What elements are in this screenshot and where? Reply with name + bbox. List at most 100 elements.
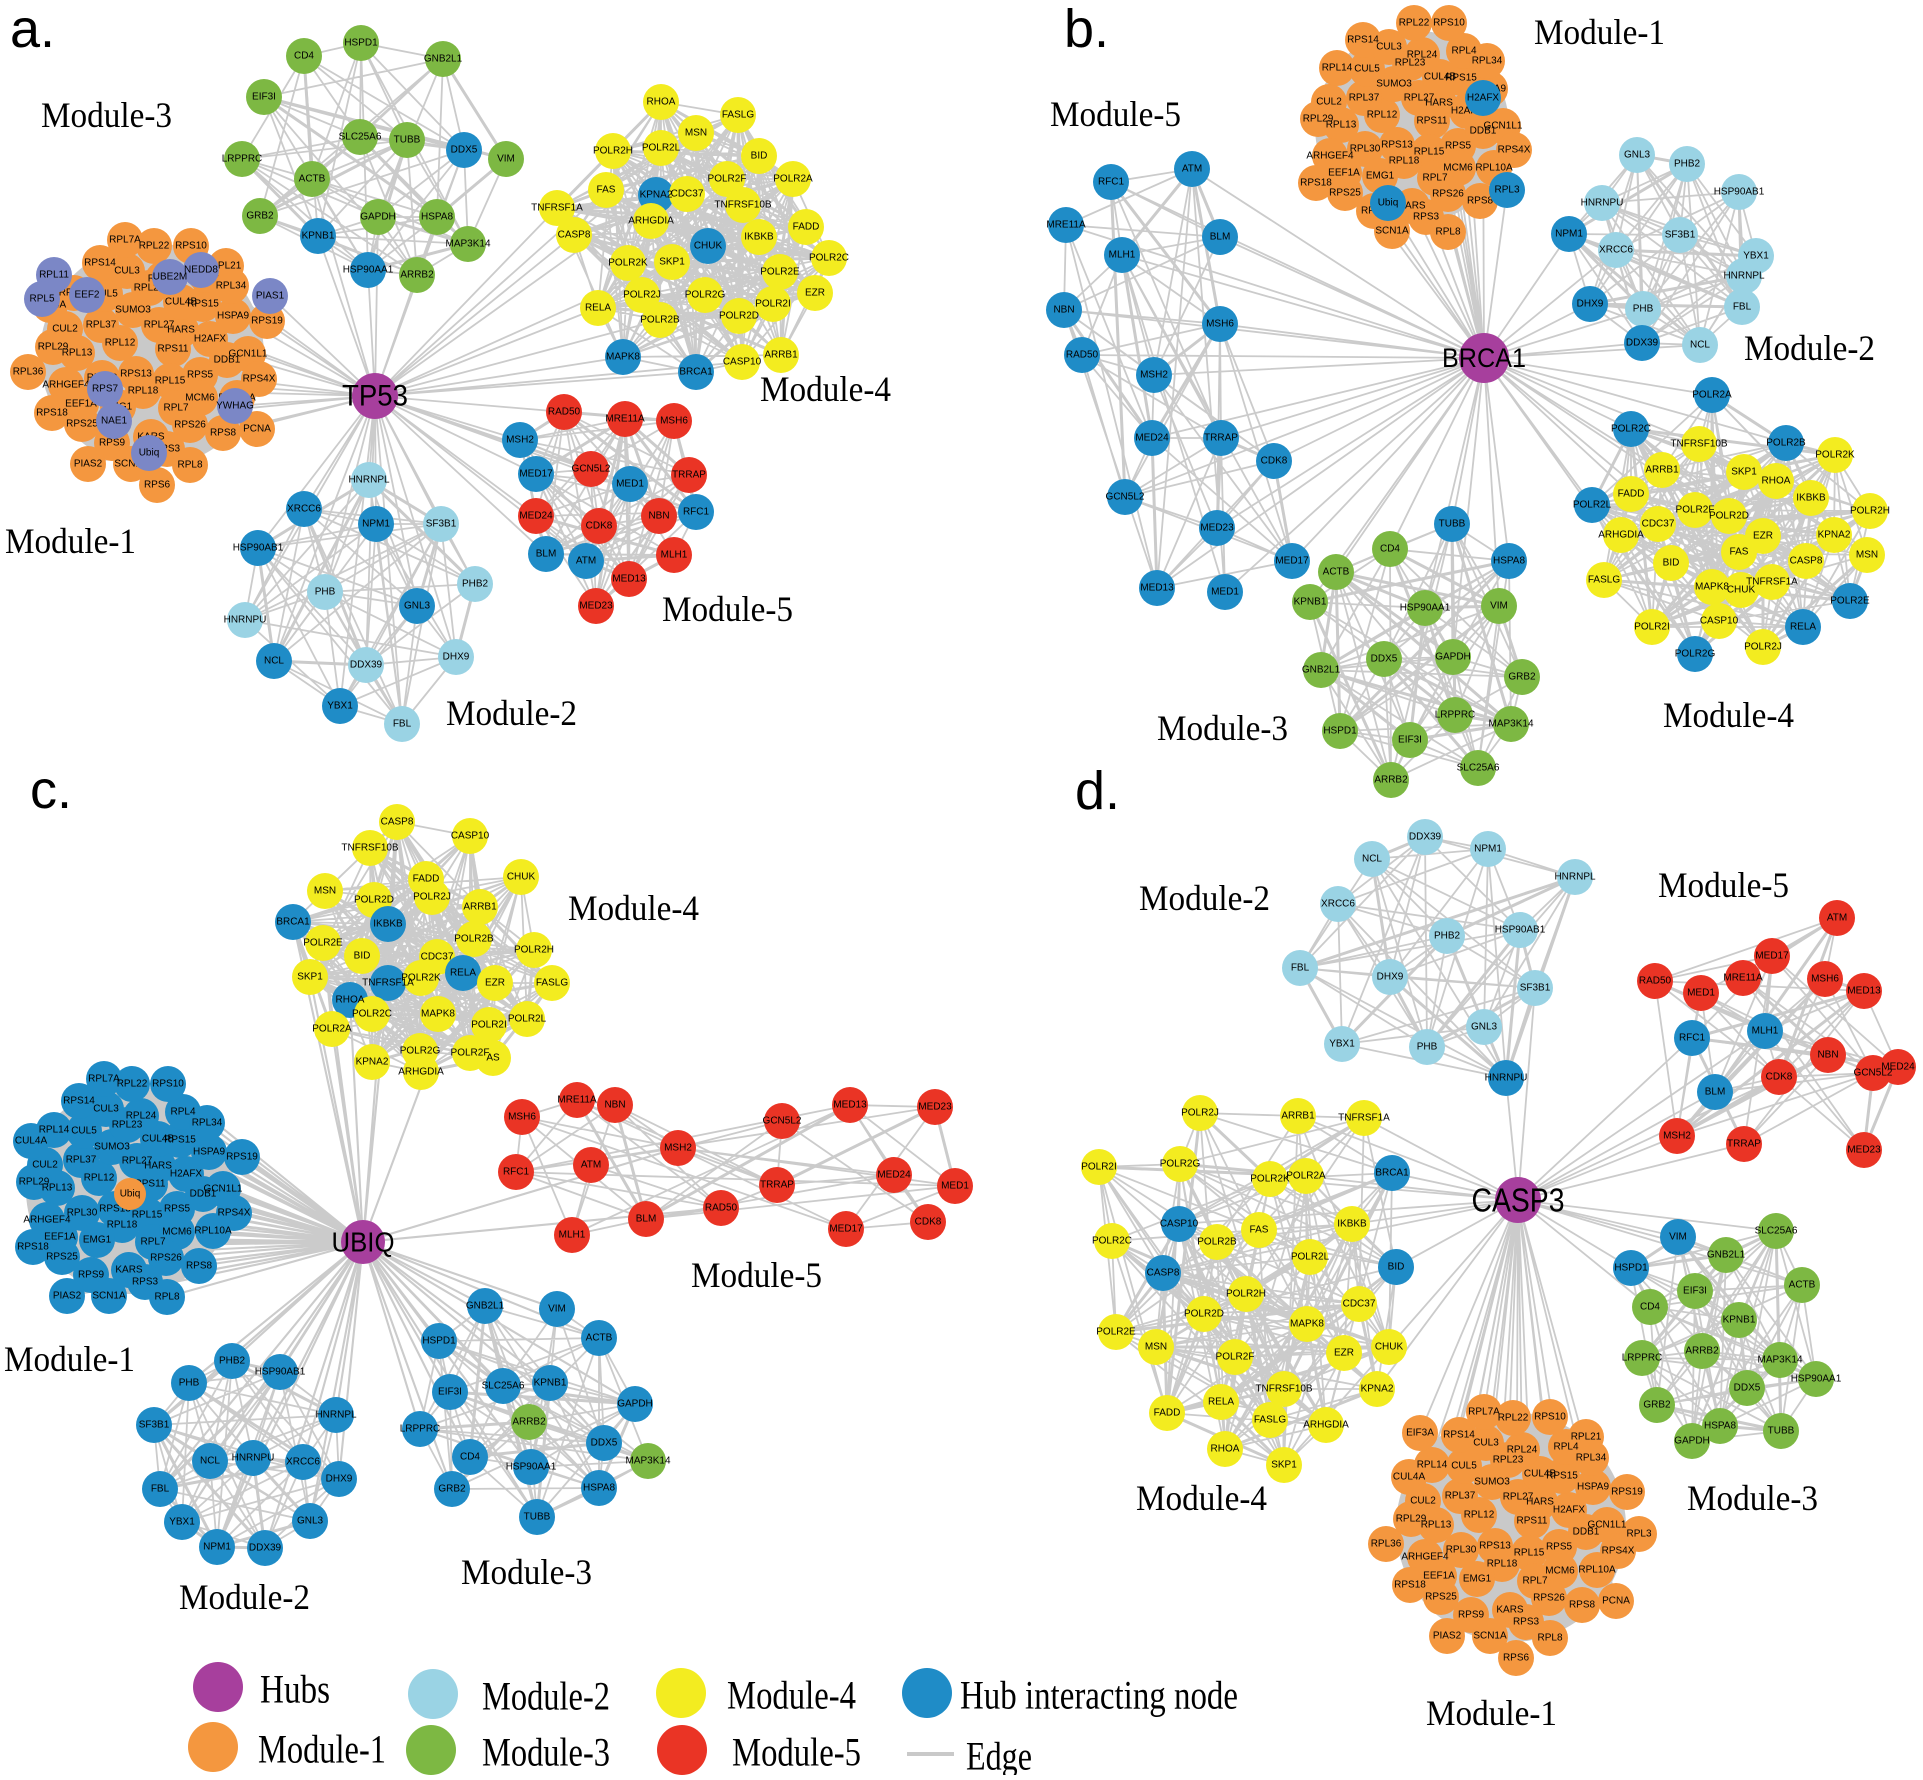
svg-text:CUL4B: CUL4B [1424, 72, 1457, 83]
svg-text:POLR2E: POLR2E [303, 938, 343, 949]
svg-text:RPS19: RPS19 [251, 316, 283, 327]
svg-text:POLR2B: POLR2B [1197, 1237, 1237, 1248]
svg-text:RPS3: RPS3 [1413, 212, 1440, 223]
svg-text:EMG1: EMG1 [1463, 1574, 1492, 1585]
svg-text:RPS25: RPS25 [1329, 188, 1361, 199]
svg-text:NPM1: NPM1 [203, 1542, 231, 1553]
svg-text:CASP10: CASP10 [1160, 1219, 1199, 1230]
svg-text:POLR2J: POLR2J [1744, 642, 1782, 653]
svg-text:ARRB1: ARRB1 [1281, 1111, 1315, 1122]
svg-text:RPS11: RPS11 [1517, 1516, 1548, 1527]
svg-text:Module-5: Module-5 [691, 1255, 822, 1295]
svg-text:RPL21: RPL21 [211, 261, 242, 272]
svg-text:POLR2L: POLR2L [1573, 500, 1612, 511]
svg-text:EIF3I: EIF3I [1683, 1286, 1707, 1297]
svg-text:SLC25A6: SLC25A6 [482, 1381, 525, 1392]
svg-text:RPL36: RPL36 [1371, 1539, 1402, 1550]
svg-text:ATM: ATM [1182, 164, 1202, 175]
svg-text:DDB1: DDB1 [1470, 126, 1497, 137]
svg-text:RPS6: RPS6 [1503, 1653, 1530, 1664]
svg-text:Module-1: Module-1 [1534, 12, 1665, 52]
svg-text:GRB2: GRB2 [1643, 1400, 1671, 1411]
svg-text:AS: AS [486, 1053, 500, 1064]
svg-text:Module-3: Module-3 [461, 1552, 592, 1592]
svg-text:RPS8: RPS8 [210, 428, 237, 439]
svg-text:b.: b. [1064, 0, 1109, 59]
svg-text:RPL14: RPL14 [1322, 63, 1353, 74]
svg-text:TNFRSF1A: TNFRSF1A [1746, 577, 1798, 588]
svg-text:RPS15: RPS15 [1546, 1471, 1578, 1482]
svg-text:GNL3: GNL3 [404, 601, 431, 612]
svg-text:POLR2C: POLR2C [352, 1009, 392, 1020]
svg-text:RPL13: RPL13 [1326, 120, 1357, 131]
svg-text:MED23: MED23 [1847, 1145, 1881, 1156]
svg-text:MAP3K14: MAP3K14 [1488, 719, 1533, 730]
svg-text:NAE1: NAE1 [101, 416, 128, 427]
svg-text:NEDD8: NEDD8 [184, 265, 218, 276]
svg-text:RPL34: RPL34 [1472, 56, 1503, 67]
svg-text:VIM: VIM [497, 154, 515, 165]
svg-text:SLC25A6: SLC25A6 [1457, 763, 1500, 774]
svg-text:RHOA: RHOA [1762, 476, 1791, 487]
svg-text:POLR2A: POLR2A [1692, 390, 1732, 401]
svg-text:MED23: MED23 [918, 1102, 952, 1113]
svg-text:POLR2H: POLR2H [1226, 1289, 1266, 1300]
svg-text:MRE11A: MRE11A [1723, 973, 1763, 984]
svg-text:ARHGDIA: ARHGDIA [1303, 1420, 1349, 1431]
svg-text:MED23: MED23 [579, 601, 613, 612]
svg-text:HSPA8: HSPA8 [583, 1483, 615, 1494]
svg-text:RPS18: RPS18 [1394, 1580, 1426, 1591]
svg-text:BLM: BLM [636, 1214, 657, 1225]
svg-text:RPS10: RPS10 [1534, 1412, 1566, 1423]
svg-text:Module-3: Module-3 [1687, 1478, 1818, 1518]
svg-text:FASLG: FASLG [1254, 1415, 1286, 1426]
svg-text:NBN: NBN [648, 511, 669, 522]
svg-text:MRE11A: MRE11A [557, 1095, 597, 1106]
svg-text:CASP10: CASP10 [723, 357, 762, 368]
svg-text:DHX9: DHX9 [443, 652, 470, 663]
svg-text:ARHGEF4: ARHGEF4 [1306, 151, 1354, 162]
svg-text:GCN5L2: GCN5L2 [1854, 1068, 1893, 1079]
svg-text:CASP10: CASP10 [1700, 616, 1739, 627]
svg-text:MCM6: MCM6 [185, 393, 215, 404]
svg-text:TUBB: TUBB [524, 1512, 551, 1523]
svg-text:RPS3: RPS3 [1513, 1617, 1540, 1628]
svg-text:DDX39: DDX39 [1409, 832, 1442, 843]
svg-text:RPL23: RPL23 [1493, 1455, 1524, 1466]
svg-text:ARHGDIA: ARHGDIA [398, 1067, 444, 1078]
svg-text:FASLG: FASLG [722, 110, 754, 121]
svg-text:RPL18: RPL18 [128, 386, 159, 397]
svg-text:RPL22: RPL22 [1498, 1413, 1529, 1424]
svg-text:EIF3I: EIF3I [252, 92, 276, 103]
svg-text:NCL: NCL [1362, 854, 1382, 865]
svg-text:MED23: MED23 [1200, 523, 1234, 534]
svg-text:RPS14: RPS14 [1347, 35, 1379, 46]
svg-text:RPL23: RPL23 [1395, 58, 1426, 69]
svg-text:MLH1: MLH1 [1109, 250, 1136, 261]
svg-text:GCN1L1: GCN1L1 [204, 1184, 243, 1195]
svg-text:VIM: VIM [1669, 1232, 1687, 1243]
svg-text:CUL4A: CUL4A [15, 1136, 48, 1147]
svg-text:POLR2E: POLR2E [760, 267, 800, 278]
svg-text:RPS11: RPS11 [135, 1179, 166, 1190]
svg-text:KPNB1: KPNB1 [302, 231, 335, 242]
svg-text:SF3B1: SF3B1 [1520, 983, 1551, 994]
svg-text:LRPPRC: LRPPRC [400, 1424, 441, 1435]
svg-text:RPL12: RPL12 [1367, 110, 1398, 121]
svg-text:POLR2L: POLR2L [1291, 1252, 1330, 1263]
svg-text:H2AFX: H2AFX [1451, 106, 1484, 117]
svg-text:RPL30: RPL30 [67, 1208, 98, 1219]
svg-text:POLR2F: POLR2F [451, 1048, 490, 1059]
svg-text:GAPDH: GAPDH [1435, 652, 1471, 663]
svg-text:CASP10: CASP10 [451, 831, 490, 842]
svg-text:RPL4: RPL4 [170, 1107, 195, 1118]
svg-text:SCN1A: SCN1A [1473, 1631, 1507, 1642]
svg-text:ACTB: ACTB [299, 174, 326, 185]
svg-text:RPL15: RPL15 [1414, 147, 1445, 158]
svg-text:EZR: EZR [1334, 1348, 1354, 1359]
svg-text:HSPA9: HSPA9 [1577, 1482, 1609, 1493]
svg-text:RPL18: RPL18 [107, 1220, 138, 1231]
svg-text:EEF1A: EEF1A [65, 399, 97, 410]
svg-text:RPS9: RPS9 [78, 1270, 105, 1281]
svg-text:H2AFX: H2AFX [1467, 93, 1500, 104]
